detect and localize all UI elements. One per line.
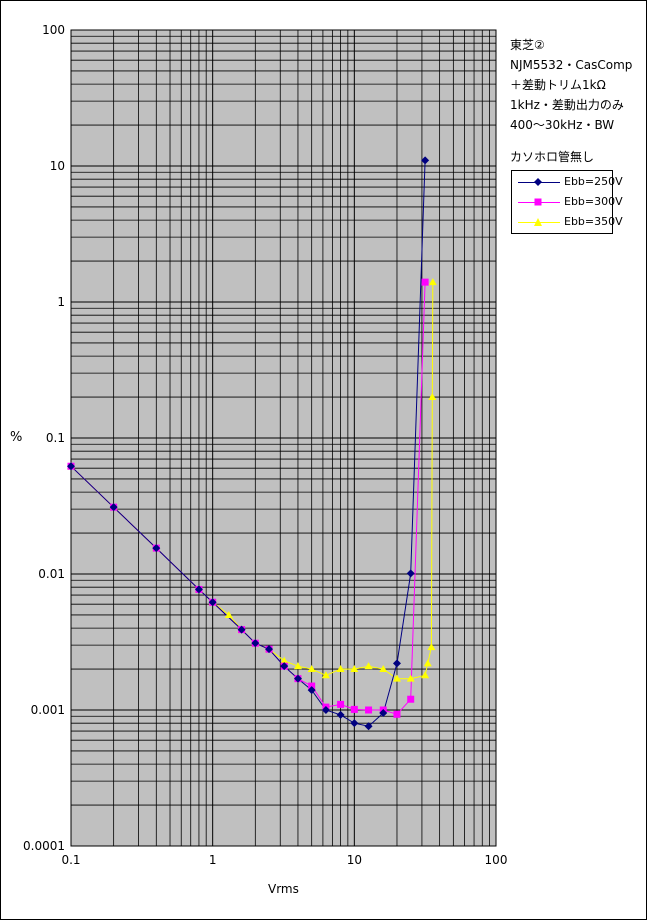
data-point-s0-3 <box>194 585 203 594</box>
diamond-marker-icon <box>534 178 542 186</box>
data-point-s2-9 <box>280 656 289 664</box>
data-point-s1-18 <box>421 278 429 286</box>
data-point-s2-16 <box>379 665 388 673</box>
tick-labels: 0.1 1 10 100 0.0001 0.001 0.01 0.1 1 10 100 <box>23 23 507 867</box>
legend-label-1: Ebb=300V <box>564 195 623 208</box>
data-point-s0-1 <box>109 503 118 512</box>
series-markers <box>67 156 437 731</box>
data-point-s0-10 <box>307 686 316 695</box>
data-point-s1-12 <box>337 700 345 708</box>
annotation-line-2: ＋差動トリム1kΩ <box>510 78 606 92</box>
data-point-s2-5 <box>224 610 233 618</box>
square-marker-icon <box>534 198 542 206</box>
data-point-s0-4 <box>208 598 217 607</box>
data-point-s2-12 <box>321 671 330 679</box>
y-tick-label-0: 0.0001 <box>23 839 65 853</box>
annotation-line-1: NJM5532・CasComp <box>510 58 633 72</box>
data-point-s0-18 <box>421 156 430 165</box>
data-point-s2-11 <box>307 665 316 673</box>
data-point-s2-10 <box>293 662 302 670</box>
data-point-s0-2 <box>152 544 161 553</box>
data-point-s0-13 <box>350 719 359 728</box>
data-point-s1-17 <box>407 695 415 703</box>
y-tick-label-1: 0.001 <box>31 703 65 717</box>
data-point-s2-18 <box>406 674 415 682</box>
data-point-s1-14 <box>365 706 373 714</box>
annotation-line-5: カソホロ管無し <box>510 150 595 164</box>
y-tick-label-6: 100 <box>42 23 65 37</box>
data-point-s0-17 <box>406 569 415 578</box>
data-point-s0-14 <box>364 722 373 731</box>
annotation-line-4: 400～30kHz・BW <box>510 118 615 132</box>
legend-item-series-2: Ebb=350V <box>512 214 623 230</box>
data-point-s0-8 <box>280 662 289 671</box>
data-point-s0-0 <box>67 462 75 471</box>
data-point-s2-13 <box>336 665 345 673</box>
data-point-s0-9 <box>293 674 302 683</box>
data-point-s2-14 <box>350 665 359 673</box>
y-tick-label-4: 1 <box>57 295 65 309</box>
legend-label-2: Ebb=350V <box>564 215 623 228</box>
data-point-s2-21 <box>427 643 436 651</box>
data-point-s0-7 <box>265 645 274 654</box>
data-point-s2-19 <box>421 671 430 679</box>
y-tick-label-2: 0.01 <box>38 567 65 581</box>
y-axis-label: % <box>10 430 22 445</box>
x-axis-label: Vrms <box>268 882 299 896</box>
data-point-s1-13 <box>350 705 358 713</box>
data-point-s2-23 <box>428 278 437 286</box>
data-point-s0-6 <box>251 639 260 648</box>
data-point-s2-22 <box>428 393 437 401</box>
annotation-line-3: 1kHz・差動出力のみ <box>510 98 624 112</box>
y-tick-label-5: 10 <box>50 159 65 173</box>
y-tick-label-3: 0.1 <box>46 431 65 445</box>
data-point-s2-20 <box>423 659 432 667</box>
data-point-s0-15 <box>379 709 388 718</box>
x-tick-label-0: 0.1 <box>61 853 80 867</box>
legend-item-series-1: Ebb=300V <box>512 194 623 210</box>
data-point-s1-10 <box>308 682 316 690</box>
data-point-s2-17 <box>392 674 401 682</box>
x-tick-label-2: 10 <box>347 853 362 867</box>
legend-item-series-0: Ebb=250V <box>512 174 623 190</box>
data-point-s0-5 <box>237 625 246 634</box>
data-point-s0-12 <box>336 710 345 719</box>
data-point-s0-11 <box>321 706 330 714</box>
x-tick-label-3: 100 <box>485 853 508 867</box>
data-point-s1-16 <box>393 710 401 718</box>
legend-label-0: Ebb=250V <box>564 175 623 188</box>
data-point-s0-16 <box>392 659 401 668</box>
data-point-s2-15 <box>364 662 373 670</box>
legend: Ebb=250V Ebb=300V Ebb=350V <box>511 170 623 234</box>
triangle-marker-icon <box>534 218 542 226</box>
annotation-title: 東芝② <box>510 38 545 52</box>
x-tick-label-1: 1 <box>209 853 217 867</box>
